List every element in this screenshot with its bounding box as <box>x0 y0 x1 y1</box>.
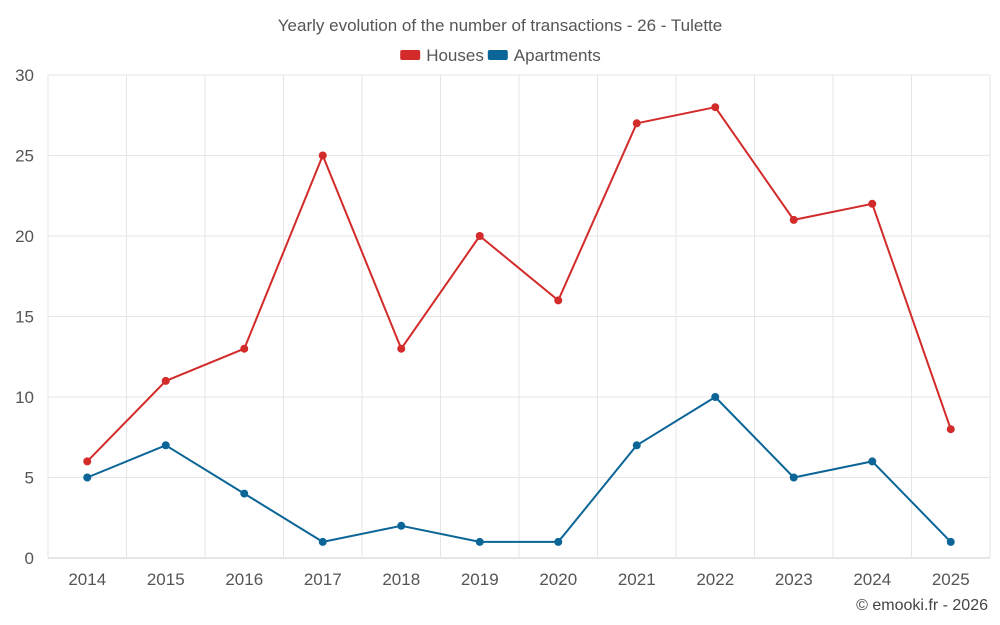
y-tick-label: 10 <box>15 388 34 407</box>
x-tick-label: 2017 <box>304 570 342 589</box>
y-tick-label: 25 <box>15 147 34 166</box>
data-point-apartments[interactable] <box>711 393 720 401</box>
data-point-apartments[interactable] <box>161 441 170 450</box>
x-tick-label: 2019 <box>461 570 499 589</box>
x-tick-label: 2016 <box>225 570 263 589</box>
data-point-houses[interactable] <box>161 376 170 385</box>
x-tick-label: 2015 <box>147 570 185 589</box>
series-houses <box>83 103 955 466</box>
data-point-apartments[interactable] <box>83 473 92 482</box>
legend-swatch <box>400 50 421 60</box>
grid <box>47 74 991 559</box>
y-tick-label: 15 <box>15 308 34 327</box>
x-tick-label: 2020 <box>539 570 577 589</box>
series-layer <box>83 103 955 546</box>
data-point-houses[interactable] <box>711 103 720 112</box>
data-point-houses[interactable] <box>868 199 877 208</box>
data-point-houses[interactable] <box>632 119 641 128</box>
data-point-apartments[interactable] <box>789 473 798 482</box>
x-tick-label: 2023 <box>775 570 813 589</box>
chart-title: Yearly evolution of the number of transa… <box>278 16 722 35</box>
x-tick-label: 2021 <box>618 570 656 589</box>
data-point-houses[interactable] <box>83 457 92 466</box>
data-point-apartments[interactable] <box>632 441 641 450</box>
series-apartments <box>83 393 955 546</box>
data-point-apartments[interactable] <box>946 537 955 546</box>
data-point-apartments[interactable] <box>240 489 249 498</box>
y-axis: 0 5 10 15 20 25 30 <box>15 66 34 568</box>
data-point-houses[interactable] <box>554 296 563 305</box>
x-axis: 2014 2015 2016 2017 2018 2019 2020 2021 2022 2023… <box>68 570 969 589</box>
y-tick-label: 30 <box>15 66 34 85</box>
legend-item-apartments[interactable]: Apartments <box>487 46 601 65</box>
data-point-apartments[interactable] <box>397 521 406 530</box>
data-point-houses[interactable] <box>240 344 249 353</box>
series-line-apartments <box>86 396 952 543</box>
x-tick-label: 2025 <box>932 570 970 589</box>
x-tick-label: 2024 <box>853 570 891 589</box>
y-tick-label: 20 <box>15 227 34 246</box>
legend-item-houses[interactable]: Houses <box>400 46 484 65</box>
data-point-houses[interactable] <box>318 151 327 160</box>
x-tick-label: 2018 <box>382 570 420 589</box>
legend-label: Apartments <box>514 46 601 65</box>
legend-swatch <box>487 50 508 60</box>
data-point-apartments[interactable] <box>318 537 327 546</box>
data-point-houses[interactable] <box>397 344 406 353</box>
y-tick-label: 5 <box>25 469 34 488</box>
data-point-houses[interactable] <box>946 425 955 434</box>
legend[interactable]: Houses Apartments <box>400 46 601 65</box>
series-line-houses <box>86 106 952 463</box>
x-tick-label: 2022 <box>696 570 734 589</box>
data-point-apartments[interactable] <box>475 537 484 546</box>
data-point-apartments[interactable] <box>868 457 877 466</box>
x-tick-label: 2014 <box>68 570 106 589</box>
data-point-houses[interactable] <box>789 215 798 224</box>
data-point-houses[interactable] <box>475 232 484 240</box>
y-tick-label: 0 <box>25 549 34 568</box>
legend-label: Houses <box>426 46 484 65</box>
data-point-apartments[interactable] <box>554 537 563 546</box>
credit-text: © emooki.fr - 2026 <box>856 597 988 614</box>
